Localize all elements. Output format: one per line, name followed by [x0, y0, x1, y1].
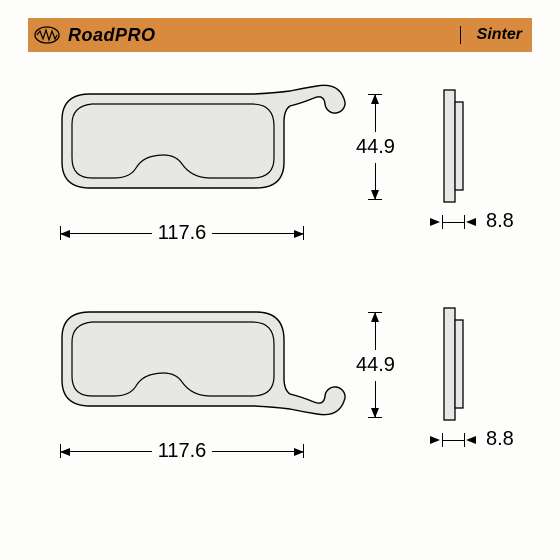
header-subtitle: Sinter [477, 26, 522, 44]
brake-pad-shape [42, 82, 332, 202]
dimension-label: 44.9 [356, 132, 395, 163]
brake-pad-shape [42, 300, 332, 420]
dimension-label: 8.8 [480, 428, 520, 451]
brand-logo-icon [34, 25, 60, 45]
brake-pad-bottom-group [42, 300, 332, 420]
dimension-width-top: 117.6 [60, 222, 304, 245]
brake-pad-top-group [42, 82, 332, 202]
header-divider-icon [460, 26, 461, 44]
dimension-label: 117.6 [152, 222, 213, 245]
header-title: RoadPRO [68, 25, 156, 46]
dimension-label: 44.9 [356, 350, 395, 381]
header-left: RoadPRO [34, 25, 156, 46]
brake-pad-side-view-bottom [440, 302, 464, 420]
brake-pad-side-view-top [440, 84, 464, 202]
dimension-height-top: 44.9 [356, 94, 395, 200]
header-bar: RoadPRO Sinter [28, 18, 532, 52]
dimension-width-bottom: 117.6 [60, 440, 304, 463]
dimension-label: 8.8 [480, 210, 520, 233]
dimension-label: 117.6 [152, 440, 213, 463]
dimension-height-bottom: 44.9 [356, 312, 395, 418]
header-right: Sinter [460, 26, 522, 44]
